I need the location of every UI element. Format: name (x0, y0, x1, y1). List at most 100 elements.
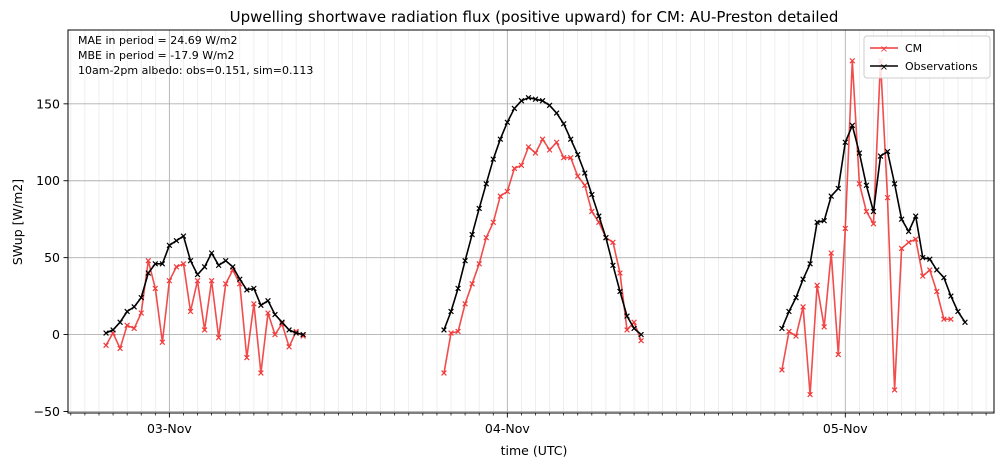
x-tick-label: 05-Nov (823, 421, 868, 436)
data-point-observations (941, 274, 947, 281)
data-point-observations (617, 288, 623, 295)
data-point-cm (448, 330, 454, 336)
data-point-cm (455, 328, 461, 335)
data-point-observations (497, 136, 504, 143)
data-point-observations (441, 327, 447, 333)
data-point-cm (814, 282, 820, 289)
data-point-observations (504, 119, 511, 126)
data-point-cm (779, 367, 785, 373)
data-point-cm (941, 316, 947, 322)
data-point-cm (617, 270, 623, 276)
data-point-observations (539, 97, 546, 104)
data-point-observations (180, 233, 187, 239)
data-point-cm (905, 239, 912, 246)
data-point-observations (265, 297, 271, 304)
data-point-observations (490, 156, 497, 163)
data-point-observations (596, 213, 602, 219)
data-point-cm (497, 193, 504, 199)
data-point-observations (610, 262, 616, 269)
data-point-observations (208, 250, 215, 256)
data-point-observations (863, 182, 870, 189)
data-point-observations (821, 217, 828, 224)
data-point-cm (807, 391, 813, 398)
data-point-cm (222, 280, 229, 287)
data-point-observations (919, 254, 926, 261)
data-point-observations (955, 308, 961, 315)
data-point-cm (821, 324, 828, 330)
data-point-observations (877, 153, 884, 159)
data-point-cm (891, 387, 898, 393)
data-point-observations (251, 285, 257, 292)
y-tick-label: 0 (52, 327, 60, 342)
data-point-cm (631, 319, 637, 326)
data-point-observations (891, 180, 898, 187)
data-point-observations (532, 96, 539, 103)
data-point-cm (166, 277, 173, 284)
data-point-observations (624, 313, 630, 319)
data-point-observations (567, 136, 574, 143)
data-point-cm (159, 339, 166, 346)
data-point-observations (286, 327, 292, 333)
data-point-observations (124, 308, 130, 315)
data-point-observations (912, 213, 919, 219)
data-point-cm (532, 150, 539, 156)
data-point-observations (455, 285, 461, 292)
data-point-cm (786, 328, 792, 335)
data-point-cm (581, 182, 588, 189)
data-point-cm (560, 154, 567, 161)
y-tick-label: −50 (34, 404, 60, 419)
data-point-cm (244, 354, 250, 361)
data-point-cm (138, 310, 145, 316)
data-point-cm (173, 264, 180, 270)
data-point-observations (842, 139, 849, 146)
data-point-cm (856, 180, 863, 187)
data-point-observations (300, 331, 306, 338)
data-point-cm (201, 327, 208, 333)
data-point-cm (180, 260, 187, 267)
data-point-cm (124, 322, 130, 329)
data-point-observations (793, 294, 799, 301)
series-layer (103, 57, 968, 398)
data-point-observations (293, 330, 299, 336)
data-point-observations (631, 325, 637, 332)
y-tick-label: 50 (44, 250, 60, 265)
data-point-cm (476, 260, 483, 267)
y-tick-label: 100 (36, 173, 60, 188)
data-point-cm (828, 250, 835, 256)
data-point-cm (553, 139, 560, 146)
x-axis-title: time (UTC) (501, 443, 568, 458)
data-point-observations (117, 319, 123, 326)
data-point-cm (800, 304, 806, 310)
data-point-cm (948, 316, 954, 322)
annotation-mae: MAE in period = 24.69 W/m2 (78, 34, 238, 47)
data-point-cm (589, 208, 595, 215)
data-point-cm (208, 277, 215, 284)
data-point-cm (469, 280, 475, 287)
data-point-cm (539, 136, 546, 143)
data-point-observations (574, 151, 581, 158)
data-point-observations (814, 219, 820, 226)
data-point-observations (546, 102, 553, 109)
data-point-cm (898, 245, 905, 252)
data-point-observations (786, 308, 792, 315)
y-tick-label: 150 (36, 96, 60, 111)
data-point-cm (483, 234, 490, 241)
x-tick-label: 03-Nov (147, 421, 192, 436)
annotation-albedo: 10am-2pm albedo: obs=0.151, sim=0.113 (78, 64, 313, 77)
data-point-cm (870, 220, 877, 227)
plot-frame (67, 29, 995, 414)
data-point-observations (948, 293, 954, 299)
grid (68, 30, 994, 413)
data-point-observations (110, 327, 116, 333)
data-point-cm (265, 310, 271, 316)
legend-box (863, 35, 991, 79)
data-point-observations (835, 185, 842, 192)
data-point-cm (610, 239, 616, 246)
data-point-observations (589, 191, 595, 198)
data-point-cm (863, 208, 870, 215)
data-point-observations (222, 257, 229, 264)
data-point-cm (272, 331, 278, 338)
data-point-cm (574, 173, 581, 179)
